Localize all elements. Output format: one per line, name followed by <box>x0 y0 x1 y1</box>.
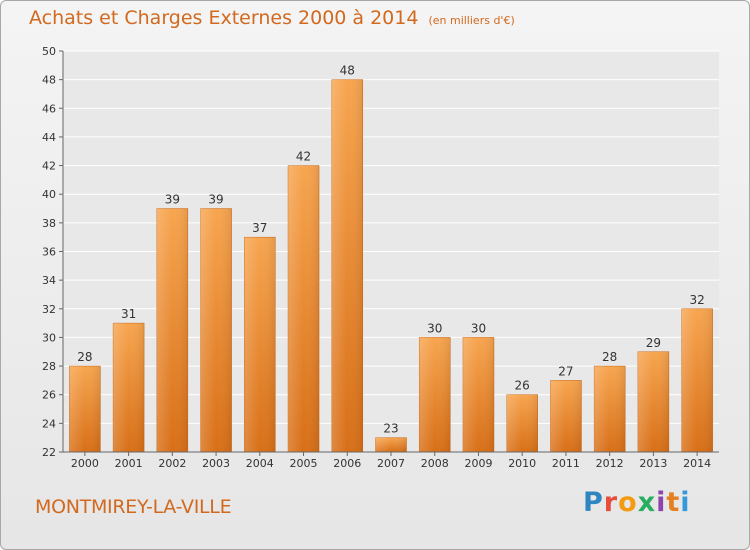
x-tick-label: 2014 <box>683 457 711 470</box>
data-label: 26 <box>515 379 530 393</box>
y-tick-label: 22 <box>42 446 56 459</box>
bar-shine <box>156 208 188 452</box>
x-tick-label: 2009 <box>464 457 492 470</box>
data-label: 39 <box>165 193 180 207</box>
proxiti-logo: Proxiti <box>583 487 691 518</box>
chart-title: Achats et Charges Externes 2000 à 2014 (e… <box>29 7 515 29</box>
data-label: 28 <box>602 350 617 364</box>
y-tick-label: 24 <box>42 417 56 430</box>
logo-letter: P <box>583 487 604 518</box>
bar-shine <box>550 380 582 452</box>
y-tick-label: 38 <box>42 217 56 230</box>
x-tick-label: 2005 <box>290 457 318 470</box>
y-tick-label: 40 <box>42 188 56 201</box>
bar-shine <box>200 208 232 452</box>
bar-shine <box>419 337 451 452</box>
y-tick-label: 48 <box>42 74 56 87</box>
y-tick-label: 44 <box>42 131 56 144</box>
bar-shine <box>244 237 276 452</box>
x-tick-label: 2008 <box>421 457 449 470</box>
bar-shine <box>681 308 713 452</box>
data-label: 39 <box>208 193 223 207</box>
data-label: 23 <box>383 422 398 436</box>
data-label: 32 <box>689 293 704 307</box>
y-tick-label: 36 <box>42 246 56 259</box>
x-tick-label: 2000 <box>71 457 99 470</box>
x-tick-label: 2007 <box>377 457 405 470</box>
bar-shine <box>462 337 494 452</box>
data-label: 28 <box>77 350 92 364</box>
x-tick-label: 2001 <box>115 457 143 470</box>
bar-shine <box>113 323 145 452</box>
data-label: 37 <box>252 221 267 235</box>
bar-shine <box>637 351 669 452</box>
x-tick-label: 2011 <box>552 457 580 470</box>
y-tick-label: 32 <box>42 303 56 316</box>
data-label: 30 <box>427 321 442 335</box>
x-tick-label: 2010 <box>508 457 536 470</box>
data-label: 30 <box>471 321 486 335</box>
y-tick-label: 34 <box>42 274 56 287</box>
x-tick-label: 2003 <box>202 457 230 470</box>
x-tick-label: 2013 <box>639 457 667 470</box>
y-tick-label: 42 <box>42 160 56 173</box>
bar-shine <box>69 366 101 452</box>
logo-letter: x <box>637 487 657 518</box>
y-tick-label: 26 <box>42 389 56 402</box>
y-tick-label: 28 <box>42 360 56 373</box>
x-tick-label: 2004 <box>246 457 274 470</box>
logo-letter: i <box>680 487 691 518</box>
data-label: 31 <box>121 307 136 321</box>
x-tick-label: 2006 <box>333 457 361 470</box>
y-tick-label: 30 <box>42 331 56 344</box>
x-tick-label: 2002 <box>158 457 186 470</box>
logo-letter: o <box>618 487 638 518</box>
chart-unit: (en milliers d'€) <box>428 14 515 27</box>
data-label: 48 <box>340 64 355 78</box>
bar-shine <box>506 394 538 452</box>
bar-shine <box>375 437 407 452</box>
data-label: 29 <box>646 336 661 350</box>
x-tick-label: 2012 <box>596 457 624 470</box>
bar-shine <box>288 165 320 453</box>
bar-shine <box>594 366 626 452</box>
commune-name: MONTMIREY-LA-VILLE <box>35 496 232 518</box>
bar-shine <box>331 79 363 453</box>
logo-letter: t <box>666 487 681 518</box>
data-label: 42 <box>296 150 311 164</box>
y-tick-label: 50 <box>42 45 56 58</box>
logo-letter: r <box>603 487 619 518</box>
chart-title-text: Achats et Charges Externes 2000 à 2014 <box>29 7 419 29</box>
logo-letter: i <box>656 487 667 518</box>
data-label: 27 <box>558 364 573 378</box>
y-tick-label: 46 <box>42 102 56 115</box>
